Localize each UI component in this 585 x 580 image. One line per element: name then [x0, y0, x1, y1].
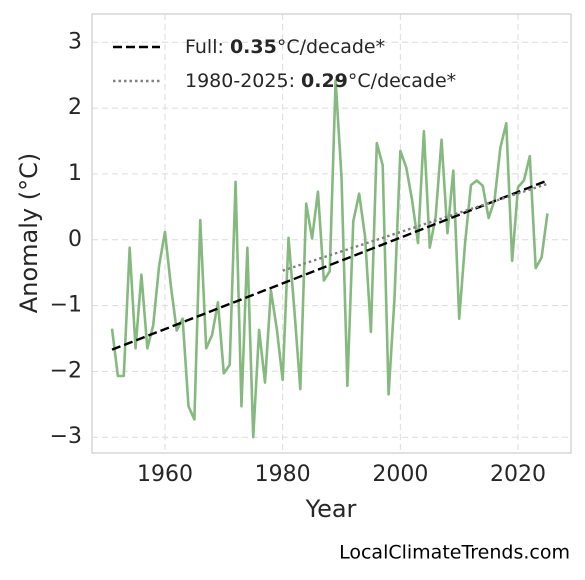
legend-rate: 0.29	[301, 70, 348, 92]
y-tick-label: 1	[68, 161, 82, 186]
legend-rate: 0.35	[230, 36, 277, 58]
legend-entry: 1980-2025: 0.29°C/decade*	[185, 70, 456, 92]
x-tick-label: 2020	[490, 462, 546, 487]
legend-prefix: 1980-2025:	[185, 70, 301, 92]
legend-entry: Full: 0.35°C/decade*	[185, 36, 385, 58]
trend-line	[282, 182, 548, 272]
plot-frame	[91, 13, 572, 454]
y-tick-label: 0	[68, 227, 82, 252]
y-tick-label: 2	[68, 95, 82, 120]
footer: LocalClimateTrends.com	[339, 542, 570, 564]
y-tick-label: −1	[50, 293, 82, 318]
y-tick-label: 3	[68, 29, 82, 54]
legend-suffix: °C/decade*	[277, 36, 385, 58]
x-tick-label: 1960	[137, 462, 193, 487]
x-axis-label: Year	[305, 495, 357, 523]
x-tick-label: 2000	[372, 462, 428, 487]
data-line	[110, 79, 549, 439]
x-tick-label: 1980	[255, 462, 311, 487]
y-axis-label: Anomaly (°C)	[15, 153, 43, 313]
legend-prefix: Full:	[185, 36, 230, 58]
y-tick-label: −3	[50, 424, 82, 449]
legend-suffix: °C/decade*	[348, 70, 456, 92]
y-tick-label: −2	[50, 358, 82, 383]
